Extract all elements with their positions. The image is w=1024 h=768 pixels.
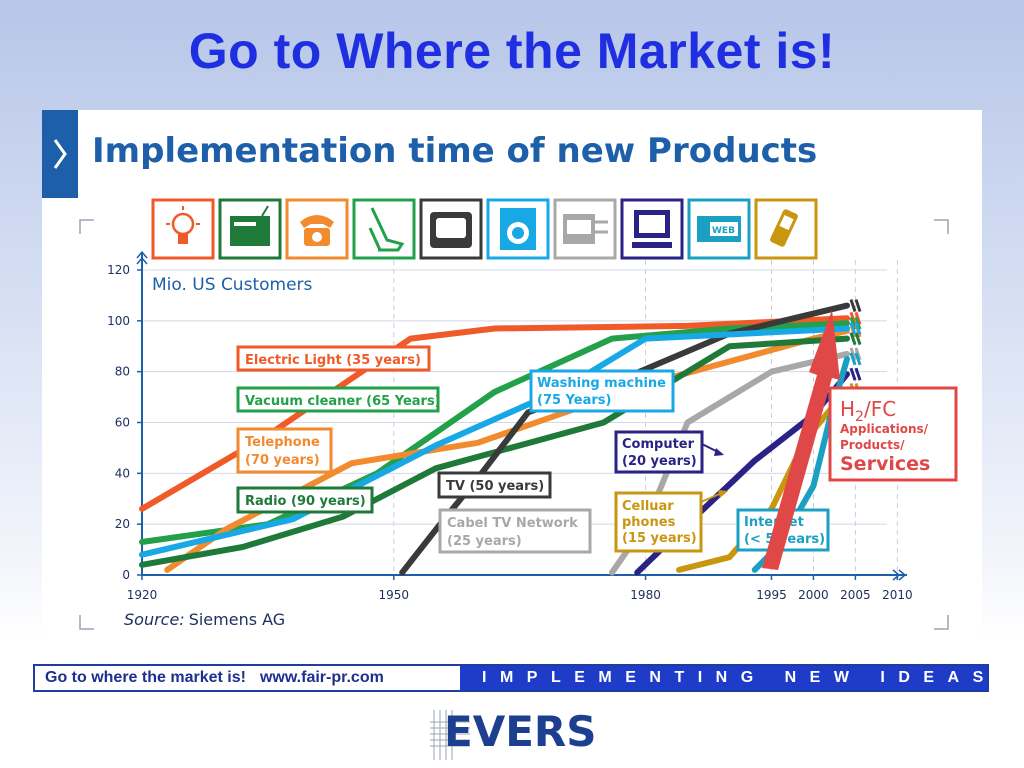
h2fc-rest: /FC	[864, 397, 896, 421]
label-cellular-line1: Celluar	[622, 499, 674, 514]
telephone-icon	[285, 198, 349, 260]
footer-url[interactable]: www.fair-pr.com	[259, 669, 384, 686]
h2fc-line2: Products/	[840, 438, 905, 452]
growth-arrow	[762, 310, 840, 570]
footer-tagline: IMPLEMENTING NEW IDEAS	[460, 666, 987, 690]
h2fc-box	[828, 386, 958, 482]
y-tick-label: 40	[115, 466, 130, 480]
y-tick-label: 0	[122, 568, 130, 582]
label-radio: Radio (90 years)	[245, 494, 366, 509]
x-tick-label: 1980	[630, 588, 661, 602]
chart-axes	[136, 250, 907, 581]
series-line-washing	[139, 325, 850, 558]
computer-icon	[620, 198, 684, 260]
radio-set-icon	[218, 198, 282, 260]
x-tick-label: 1920	[127, 588, 158, 602]
series-line-radio	[139, 335, 850, 568]
tv-icon	[419, 198, 483, 260]
slide-title: Go to Where the Market is!	[188, 23, 836, 79]
x-tick-label: 2005	[840, 588, 871, 602]
label-electric-light: Electric Light (35 years)	[245, 353, 421, 368]
x-tick-label: 1995	[756, 588, 787, 602]
label-telephone-line1: Telephone	[245, 435, 320, 450]
h2fc-line3: Services	[840, 453, 930, 475]
series-end-mark	[849, 352, 862, 366]
footer-slogan: Go to where the market is!	[45, 669, 246, 686]
web-icon: WEB	[687, 198, 751, 260]
label-vacuum-cleaner: Vacuum cleaner (65 Years)	[245, 394, 441, 409]
frame-corner	[79, 219, 94, 234]
y-axis-arrow-icon	[136, 250, 148, 265]
label-computer-line2: (20 years)	[622, 454, 697, 469]
series-end-mark	[849, 299, 862, 313]
series-labels: Electric Light (35 years) Vacuum cleaner…	[236, 345, 830, 554]
product-icons: WEB	[151, 198, 818, 260]
frame-corner	[934, 219, 949, 234]
label-tv: TV (50 years)	[446, 479, 544, 494]
y-tick-label: 60	[115, 416, 130, 430]
h2fc-sub: 2	[855, 409, 864, 425]
x-axis-arrow-icon	[892, 569, 907, 581]
y-tick-label: 120	[107, 263, 130, 277]
source-label: Source:	[124, 610, 185, 629]
y-tick-label: 80	[115, 365, 130, 379]
x-tick-label: 2000	[798, 588, 829, 602]
cell-phone-icon	[754, 198, 818, 260]
series-end-mark	[849, 321, 862, 335]
series-end-mark	[849, 332, 862, 346]
light-bulb-icon	[151, 198, 215, 260]
chart-ticks: 0 20 40 60 80 100 120 1920 1950 1980 1995 2000 2005 2…	[107, 263, 913, 602]
footer-bar: Go to where the market is! www.fair-pr.c…	[33, 664, 989, 692]
cable-box-icon	[553, 198, 617, 260]
series-end-mark	[849, 316, 862, 330]
label-washing-machine-line1: Washing machine	[537, 376, 666, 391]
evers-logo: EVERS	[430, 707, 596, 760]
chart-panel: Implementation time of new Products	[42, 110, 982, 650]
series-end-mark	[849, 367, 862, 381]
series-end-mark	[849, 311, 862, 325]
frame-corner	[79, 615, 94, 630]
header-accent	[42, 110, 78, 198]
frame-corner	[934, 615, 949, 630]
label-cellular-line2: phones	[622, 515, 676, 530]
h2fc-annotation: H2/FC Applications/ Products/ Services	[762, 310, 958, 570]
y-tick-label: 100	[107, 314, 130, 328]
svg-text:H2/FC: H2/FC	[840, 397, 896, 425]
chart-title: Implementation time of new Products	[92, 131, 817, 171]
h2fc-line1: Applications/	[840, 422, 929, 436]
label-cable-tv-line1: Cabel TV Network	[447, 516, 578, 531]
label-cable-tv-line2: (25 years)	[447, 534, 522, 549]
logo-text: EVERS	[444, 707, 596, 756]
series-end-mark	[849, 347, 862, 361]
source-note: Source: Siemens AG	[124, 610, 285, 629]
chart-svg: Implementation time of new Products	[42, 110, 958, 630]
x-tick-label: 1950	[379, 588, 410, 602]
footer-left: Go to where the market is! www.fair-pr.c…	[35, 666, 460, 690]
h2fc-h: H	[840, 397, 855, 421]
x-tick-label: 2010	[882, 588, 913, 602]
label-telephone-line2: (70 years)	[245, 453, 320, 468]
vacuum-cleaner-icon	[352, 198, 416, 260]
svg-text:WEB: WEB	[712, 226, 735, 236]
label-washing-machine-line2: (75 Years)	[537, 393, 611, 408]
source-value: Siemens AG	[189, 610, 286, 629]
label-computer-line1: Computer	[622, 437, 695, 452]
chevron-right-icon	[53, 139, 67, 169]
washing-machine-icon	[486, 198, 550, 260]
y-axis-label: Mio. US Customers	[152, 275, 313, 295]
label-cellular-line3: (15 years)	[622, 531, 697, 546]
y-tick-label: 20	[115, 517, 130, 531]
